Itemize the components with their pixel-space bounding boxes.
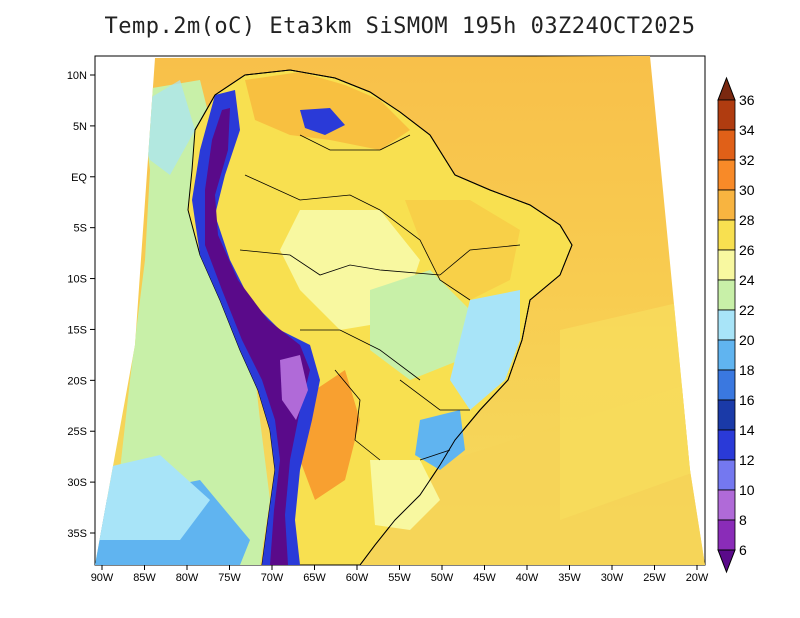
colorbar-segment <box>717 129 736 161</box>
colorbar-level-label: 14 <box>739 422 755 438</box>
southeast-cool <box>450 290 520 410</box>
colorbar-segment <box>717 489 736 521</box>
northeast-warm <box>405 200 520 300</box>
colorbar-level-label: 16 <box>739 392 755 408</box>
map-title: Temp.2m(oC) Eta3km SiSMOM 195h 03Z24OCT2… <box>104 14 696 39</box>
colorbar-level-label: 32 <box>739 152 755 168</box>
lat-tick-label: 30S <box>67 477 87 489</box>
lon-tick-label: 65W <box>303 572 326 584</box>
lon-tick-label: 80W <box>176 572 199 584</box>
colorbar-segment <box>717 519 736 551</box>
colorbar-level-label: 28 <box>739 212 755 228</box>
latitude-axis: 10N 5N EQ 5S 10S 15S 20S 25S 30S 35S <box>67 70 95 540</box>
goias-cool <box>370 270 470 380</box>
colorbar-level-label: 20 <box>739 332 755 348</box>
colorbar-segment <box>717 189 736 221</box>
lat-tick-label: 5S <box>74 223 87 235</box>
colorbar-level-label: 10 <box>739 482 755 498</box>
colorbar-level-label: 18 <box>739 362 755 378</box>
lon-tick-label: 55W <box>388 572 411 584</box>
colorbar-level-label: 24 <box>739 272 755 288</box>
uruguay-mild <box>370 460 440 530</box>
lon-tick-label: 70W <box>261 572 284 584</box>
colorbar-segment <box>717 459 736 491</box>
colorbar-level-label: 12 <box>739 452 755 468</box>
colorbar-level-label: 26 <box>739 242 755 258</box>
lat-tick-label: 25S <box>67 426 87 438</box>
colorbar-segment <box>717 99 736 131</box>
andes-coldest <box>205 108 310 565</box>
colorbar: 36 34 32 30 28 26 24 22 20 18 16 14 12 10 8 6 <box>717 76 755 574</box>
lat-tick-label: 20S <box>67 375 87 387</box>
lon-tick-label: 45W <box>473 572 496 584</box>
lat-tick-label: 15S <box>67 324 87 336</box>
colorbar-level-label: 36 <box>739 92 755 108</box>
field-layers <box>95 56 705 565</box>
lat-tick-label: EQ <box>71 172 87 184</box>
lon-tick-label: 40W <box>516 572 539 584</box>
lon-tick-label: 50W <box>431 572 454 584</box>
colorbar-segment <box>717 339 736 371</box>
coastline <box>194 69 573 566</box>
lon-tick-label: 30W <box>601 572 624 584</box>
colorbar-segment <box>717 159 736 191</box>
country-borders <box>239 134 521 461</box>
lon-tick-label: 20W <box>686 572 709 584</box>
lat-tick-label: 35S <box>67 528 87 540</box>
colorbar-bottom-arrow <box>717 549 736 574</box>
lon-tick-label: 75W <box>218 572 241 584</box>
colorbar-segment <box>717 219 736 251</box>
parana-cold <box>415 410 465 470</box>
lon-tick-label: 85W <box>133 572 156 584</box>
colorbar-segment <box>717 249 736 281</box>
lon-tick-label: 25W <box>643 572 666 584</box>
lat-tick-label: 10N <box>67 70 87 82</box>
south-pacific-cool <box>95 455 210 540</box>
lat-tick-label: 5N <box>73 121 87 133</box>
lon-tick-label: 60W <box>346 572 369 584</box>
colorbar-top-arrow <box>717 76 736 101</box>
altiplano-cold <box>280 355 308 420</box>
colorbar-segment <box>717 309 736 341</box>
colorbar-level-label: 34 <box>739 122 755 138</box>
colorbar-segment <box>717 399 736 431</box>
colorbar-segment <box>717 429 736 461</box>
colorbar-segment <box>717 279 736 311</box>
colorbar-level-label: 8 <box>739 512 747 528</box>
mid-atlantic-band <box>560 300 700 520</box>
colorbar-level-label: 22 <box>739 302 755 318</box>
longitude-axis: 90W 85W 80W 75W 70W 65W 60W 55W 50W 45W 40W 35W 30W 2… <box>91 565 709 584</box>
pacific-coastal-band <box>95 80 270 565</box>
guiana-highlands-cold <box>300 108 345 135</box>
lon-tick-label: 90W <box>91 572 114 584</box>
colorbar-level-label: 30 <box>739 182 755 198</box>
colorbar-segment <box>717 369 736 401</box>
lat-tick-label: 10S <box>67 274 87 286</box>
colorbar-level-label: 6 <box>739 542 747 558</box>
lon-tick-label: 35W <box>558 572 581 584</box>
